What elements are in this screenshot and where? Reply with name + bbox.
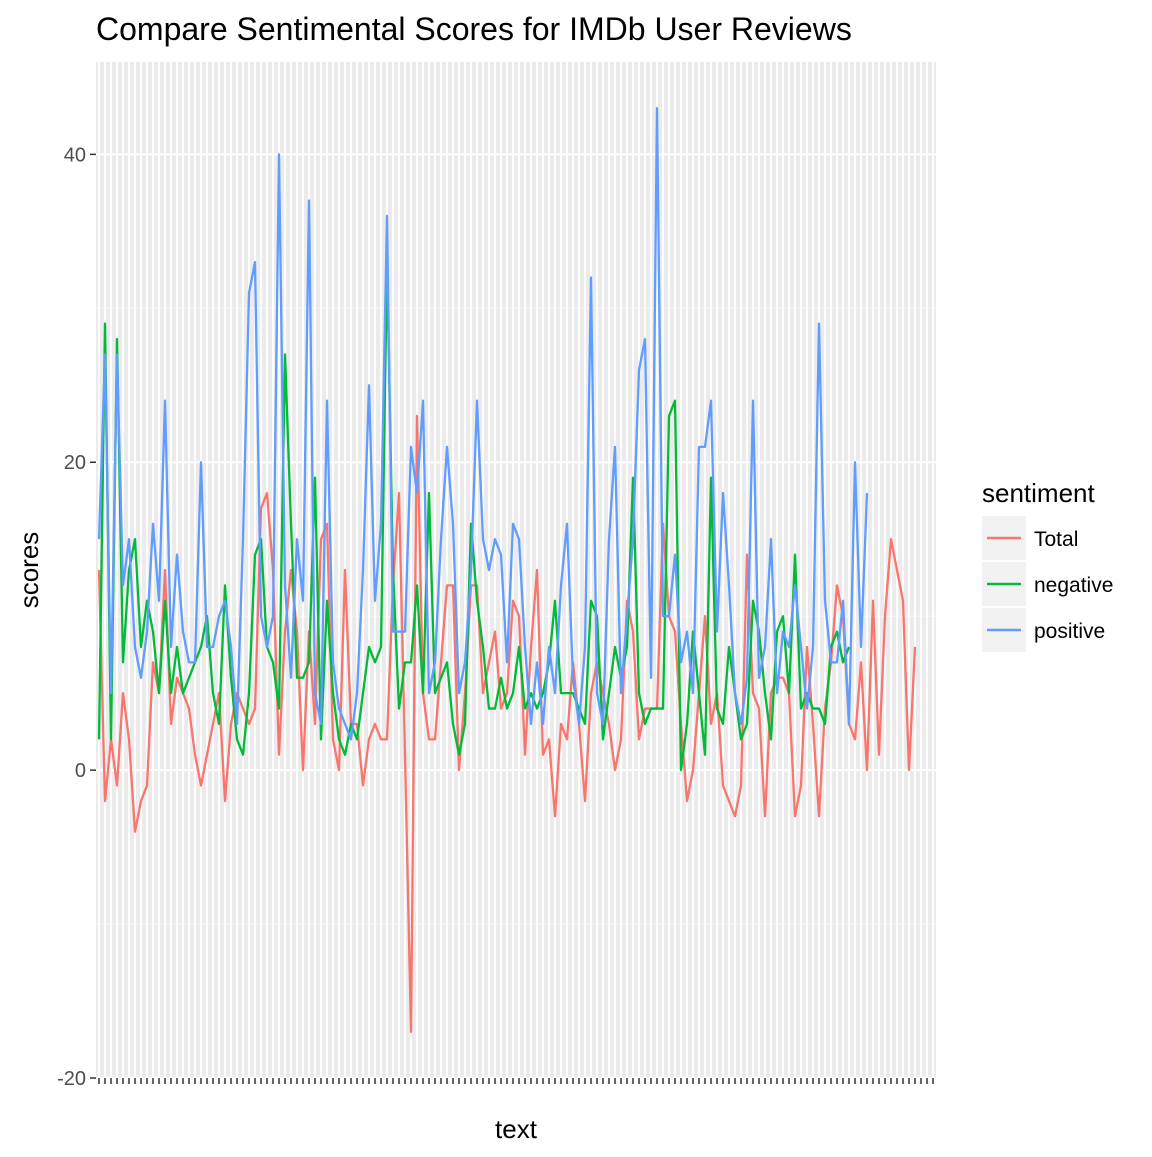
legend-title: sentiment: [982, 478, 1095, 508]
x-axis: [98, 1078, 934, 1084]
chart-title: Compare Sentimental Scores for IMDb User…: [96, 11, 852, 47]
y-axis-title: scores: [14, 532, 44, 609]
legend-label: negative: [1034, 574, 1113, 597]
plot-panel: [96, 62, 936, 1078]
series-lines: [97, 107, 917, 1033]
y-axis: -20 0 20 40: [57, 144, 96, 1090]
legend: sentiment Total negative positive: [982, 478, 1113, 652]
y-tick-label: 20: [64, 452, 86, 474]
y-tick-label: 0: [75, 760, 86, 782]
series-line-negative: [97, 260, 851, 772]
y-tick-label: -20: [57, 1068, 86, 1090]
y-tick-label: 40: [64, 144, 86, 166]
legend-label: Total: [1034, 528, 1078, 551]
legend-label: positive: [1034, 620, 1105, 643]
series-line-positive: [97, 107, 869, 741]
x-axis-title: text: [495, 1114, 538, 1144]
